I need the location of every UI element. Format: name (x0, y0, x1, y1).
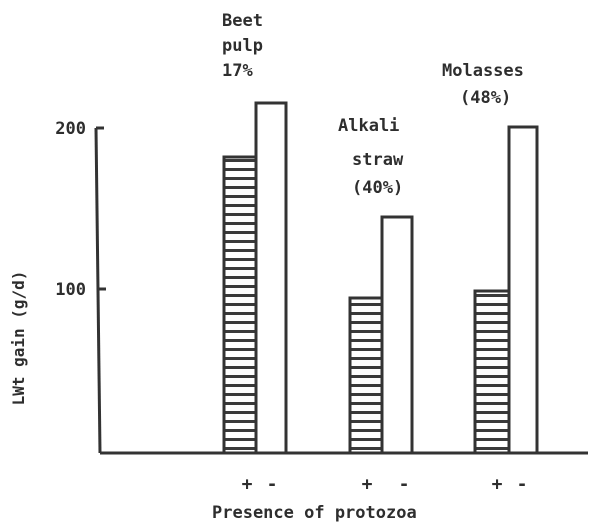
y-axis-label: LWt gain (g/d) (9, 271, 28, 406)
category-label-beet-pulp-line1: Beet (222, 11, 263, 31)
bar-beet-pulp-protozoa-absent (254, 101, 288, 455)
category-label-beet-pulp-line2: pulp (222, 36, 263, 56)
x-tick-plus-1: + (242, 474, 253, 495)
x-tick-plus-2: + (362, 474, 373, 495)
x-tick-minus-1: - (267, 474, 278, 495)
bar-alkali-straw-protozoa-absent (380, 215, 414, 455)
y-tick-200: 200 (55, 119, 86, 139)
category-label-molasses-line1: Molasses (442, 61, 524, 81)
category-label-molasses-line2: (48%) (460, 88, 511, 108)
y-axis (94, 126, 106, 454)
bar-molasses-protozoa-present (473, 289, 511, 455)
category-label-alkali-straw-line3: (40%) (352, 178, 403, 198)
bar-group-molasses: Molasses (48%) (442, 61, 539, 455)
bar-group-alkali-straw: Alkali straw (40%) (338, 116, 414, 455)
bar-molasses-protozoa-absent (507, 125, 539, 455)
category-label-alkali-straw-line1: Alkali (338, 116, 399, 136)
bar-beet-pulp-protozoa-present (222, 155, 258, 455)
bar-group-beet-pulp: Beet pulp 17% (222, 11, 288, 455)
x-tick-minus-2: - (399, 474, 410, 495)
x-tick-minus-3: - (517, 474, 528, 495)
x-tick-plus-3: + (492, 474, 503, 495)
category-label-beet-pulp-line3: 17% (222, 61, 253, 81)
bar-alkali-straw-protozoa-present (348, 296, 384, 455)
category-label-alkali-straw-line2: straw (352, 150, 404, 170)
x-axis-label: Presence of protozoa (212, 503, 417, 523)
y-tick-100: 100 (55, 280, 86, 300)
